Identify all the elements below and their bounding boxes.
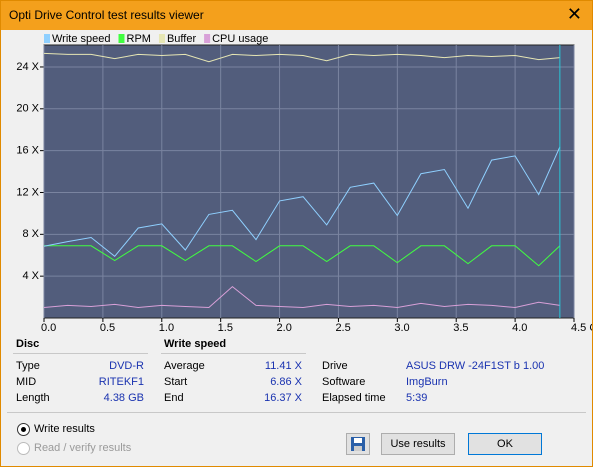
disc-heading: Disc (16, 338, 40, 350)
legend-label: CPU usage (212, 33, 268, 45)
radio-button[interactable] (17, 423, 30, 436)
x-tick-label: 0.5 (100, 322, 115, 334)
chart: 4 X 8 X 12 X 16 X 20 X 24 X 0.0 0.5 1.0 1.5 2.0 2.5… (16, 33, 592, 334)
y-tick-label: 20 X (16, 103, 39, 115)
x-tick-label: 1.0 (159, 322, 174, 334)
series-line (44, 245, 561, 267)
info-value: DVD-R (109, 360, 144, 372)
close-button[interactable]: ✕ (566, 4, 582, 24)
separator (161, 353, 306, 354)
y-tick-label: 12 X (16, 186, 39, 198)
legend-swatch (158, 34, 165, 43)
radio-label[interactable]: Write results (34, 423, 95, 435)
x-tick-label: 3.5 (453, 322, 468, 334)
info-value: ImgBurn (406, 376, 448, 388)
y-tick-label: 8 X (22, 228, 39, 240)
info-label: Type (16, 360, 40, 372)
legend-label: RPM (127, 33, 151, 45)
separator (7, 412, 586, 413)
x-tick-label: 0.0 (41, 322, 56, 334)
legend-label: Buffer (167, 33, 196, 45)
legend-swatch (44, 34, 50, 43)
save-button[interactable] (346, 433, 370, 455)
y-tick-label: 4 X (22, 270, 39, 282)
window-title: Opti Drive Control test results viewer (9, 8, 204, 22)
info-label: Average (164, 360, 205, 372)
info-value: 16.37 X (264, 392, 302, 404)
x-tick-label: 1.5 (218, 322, 233, 334)
plot-background (43, 44, 575, 319)
info-label: Software (322, 376, 366, 388)
separator (13, 353, 148, 354)
legend-swatch (204, 34, 211, 43)
use-results-button[interactable]: Use results (381, 433, 455, 455)
legend-label: Write speed (52, 33, 111, 45)
x-tick-label: 2.5 (335, 322, 350, 334)
info-value: ASUS DRW -24F1ST b 1.00 (406, 360, 545, 372)
x-tick-label: 2.0 (277, 322, 292, 334)
save-icon (351, 437, 365, 451)
title-bar: Opti Drive Control test results viewer ✕ (1, 1, 592, 30)
info-value: 4.38 GB (103, 392, 144, 404)
info-value: 5:39 (406, 392, 428, 404)
info-value: 11.41 X (264, 360, 302, 372)
info-label: Start (164, 376, 188, 388)
info-label: Drive (322, 360, 348, 372)
info-label: Elapsed time (322, 392, 386, 404)
x-tick-label: 4.5 GB (571, 322, 592, 334)
x-tick-label: 4.0 (512, 322, 527, 334)
legend-swatch (118, 34, 125, 43)
ok-button[interactable]: OK (468, 433, 542, 455)
series-line (43, 146, 561, 257)
write-speed-heading: Write speed (164, 338, 227, 350)
series-line (43, 285, 560, 309)
info-value: RITEKF1 (98, 376, 144, 388)
y-tick-label: 16 X (16, 145, 39, 157)
info-label: MID (16, 376, 37, 388)
series-line (43, 52, 560, 63)
radio-dot (21, 427, 26, 432)
x-tick-label: 3.0 (394, 322, 409, 334)
info-label: Length (16, 392, 50, 404)
radio-button[interactable] (17, 442, 30, 455)
info-label: End (164, 392, 184, 404)
info-value: 6.86 X (270, 376, 302, 388)
y-tick-label: 24 X (16, 61, 39, 73)
radio-label[interactable]: Read / verify results (34, 442, 132, 454)
